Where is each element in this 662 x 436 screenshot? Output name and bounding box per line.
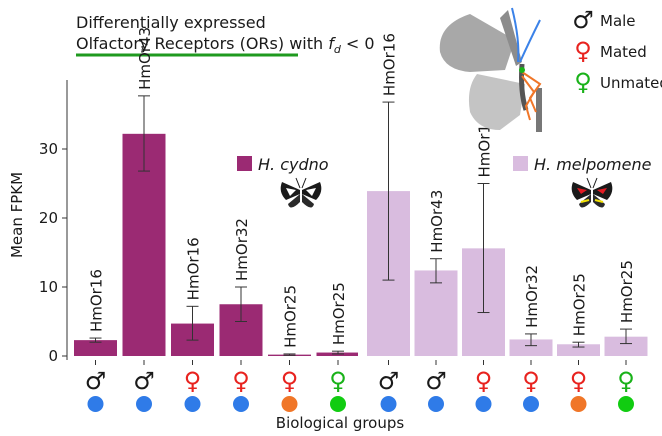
panel-melpomene: HmOr16 ♂ HmOr43 ♂ HmOr16 ♀ HmOr32 ♀ HmOr25 ♀ HmOr2… [358, 33, 652, 412]
bar-gene-label: HmOr25 [571, 273, 589, 336]
group-dot [523, 396, 539, 412]
sex-symbol: ♂ [133, 367, 155, 395]
bar [557, 344, 600, 356]
bar-gene-label: HmOr32 [233, 218, 251, 281]
sex-symbol: ♀ [232, 367, 250, 395]
bar-gene-label: HmOr16 [476, 115, 494, 178]
sex-symbol: ♂ [378, 367, 400, 395]
y-tick-label: 0 [48, 347, 58, 365]
bar [604, 336, 648, 356]
group-dot [87, 396, 104, 412]
sex-symbol: ♀ [281, 367, 299, 395]
group-dot [281, 396, 298, 412]
group-dot [233, 396, 249, 412]
bar [414, 270, 458, 356]
group-dot [428, 396, 444, 412]
bar [74, 340, 117, 356]
bar-gene-label: HmOr32 [523, 265, 541, 328]
cydno-butterfly-icon [280, 177, 322, 208]
group-dot [570, 396, 587, 412]
legend: ♂ Male ♀ Mated ♀ Unmated [572, 6, 662, 96]
legend-symbol: ♂ [572, 6, 594, 34]
bar-gene-label: HmOr43 [136, 27, 154, 90]
y-tick-label: 30 [39, 140, 58, 158]
bar [509, 339, 553, 356]
sex-symbol: ♀ [184, 367, 202, 395]
bar-gene-label: HmOr16 [88, 269, 106, 332]
species-label: H. melpomene [534, 155, 652, 174]
title-line-1: Differentially expressed [76, 13, 266, 32]
sex-symbol: ♀ [617, 367, 635, 395]
sex-symbol: ♀ [570, 367, 588, 395]
y-axis-label: Mean FPKM [8, 172, 26, 258]
bar-gene-label: HmOr25 [330, 282, 348, 345]
group-dot [136, 396, 152, 412]
butterfly-anatomy-illustration [439, 7, 542, 132]
title-fd-cond: < 0 [341, 34, 375, 53]
title-line-2-main: Olfactory Receptors (ORs) with [76, 34, 328, 53]
species-label: H. cydno [258, 155, 329, 174]
sex-symbol: ♀ [475, 367, 493, 395]
legend-label: Male [600, 12, 636, 30]
panel-cydno: 0 10 20 30 HmOr16 ♂ HmOr43 ♂ HmOr16 ♀ HmOr32 ♀ HmOr2… [39, 27, 360, 412]
group-dot [618, 396, 634, 412]
group-dot [184, 396, 201, 412]
bar-gene-label: HmOr16 [185, 237, 203, 300]
legend-symbol: ♀ [574, 37, 592, 65]
title-line-2: Olfactory Receptors (ORs) with fd < 0 [76, 34, 375, 56]
bar-gene-label: HmOr25 [618, 260, 636, 323]
group-dot [330, 396, 346, 412]
title-fd-sub: d [334, 43, 342, 56]
species-swatch [237, 156, 252, 171]
sex-symbol: ♂ [425, 367, 447, 395]
legend-label: Unmated [600, 74, 662, 92]
bar-gene-label: HmOr43 [428, 190, 446, 253]
y-tick-label: 10 [39, 278, 58, 296]
legend-symbol: ♀ [574, 68, 592, 96]
sex-symbol: ♀ [522, 367, 540, 395]
sex-symbol: ♀ [329, 367, 347, 395]
panel-background [67, 80, 358, 360]
title-fd-symbol: f [328, 34, 336, 53]
sex-symbol: ♂ [85, 367, 107, 395]
y-tick-label: 20 [39, 209, 58, 227]
x-axis-label: Biological groups [276, 414, 405, 432]
group-dot [380, 396, 397, 412]
group-dot [475, 396, 492, 412]
species-swatch [513, 156, 528, 171]
bar-gene-label: HmOr16 [381, 33, 399, 96]
bar-gene-label: HmOr25 [282, 285, 300, 348]
melpomene-butterfly-icon [571, 177, 613, 208]
legend-label: Mated [600, 43, 647, 61]
